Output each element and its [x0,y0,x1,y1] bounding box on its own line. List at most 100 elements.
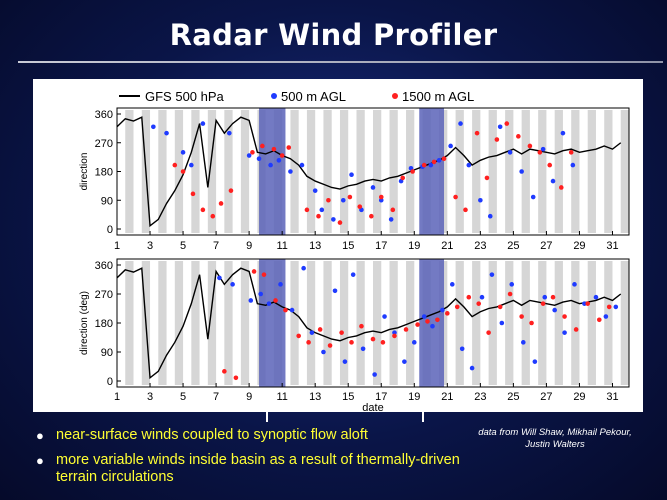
x-tick-label: 11 [276,391,287,403]
point-1500m [568,150,574,155]
night-band [207,110,217,233]
panel-label-t1: T1 [33,160,58,183]
night-band [389,110,398,233]
point-1500m [507,291,513,297]
point-500m [246,153,252,158]
point-500m [428,162,434,168]
point-500m [411,340,417,345]
night-band [604,110,613,233]
night-band [158,261,167,385]
night-band [373,110,382,233]
point-500m [266,301,272,306]
x-tick-label: 23 [474,240,486,252]
point-500m [299,162,305,168]
point-500m [349,172,354,177]
point-500m [309,330,315,335]
point-1500m [218,201,224,206]
point-1500m [529,320,534,326]
night-band [455,261,464,385]
night-band [554,110,563,233]
point-1500m [550,294,556,300]
point-1500m [519,314,524,319]
point-500m [489,272,495,277]
point-500m [448,143,453,149]
point-1500m [271,146,277,152]
point-1500m [260,143,265,149]
night-band [224,261,233,385]
point-1500m [403,327,409,332]
point-500m [593,294,599,300]
night-band [587,261,596,385]
x-tick-label: 13 [309,391,321,403]
point-1500m [337,220,343,225]
night-band [521,261,530,385]
night-band [604,261,613,385]
point-1500m [431,159,437,165]
x-tick-label: 31 [606,240,618,252]
point-1500m [421,162,427,168]
x-tick-label: 21 [441,240,453,252]
point-1500m [527,143,533,149]
point-1500m [222,369,227,374]
point-500m [519,169,524,174]
x-tick-label: 19 [408,391,420,403]
bullet-list: ● near-surface winds coupled to synoptic… [34,427,464,494]
point-500m [436,158,442,163]
point-500m [552,307,557,313]
point-500m [469,365,475,371]
y-tick-label: 0 [107,376,113,388]
point-1500m [486,330,491,335]
x-tick-label: 19 [408,240,420,252]
point-500m [550,178,556,184]
night-band [620,110,629,233]
point-500m [449,282,455,287]
point-1500m [200,207,206,213]
point-1500m [304,207,310,213]
point-1500m [537,150,543,155]
point-1500m [327,343,333,348]
night-band [174,261,184,385]
point-1500m [392,333,397,339]
night-band [356,110,365,233]
night-band [472,110,481,233]
gfs-line [116,116,622,228]
night-band [306,261,316,385]
x-tick-label: 11 [276,240,287,252]
point-500m [227,130,232,136]
data-credit: data from Will Shaw, Mikhail Pekour, Jus… [478,427,632,450]
point-1500m [390,207,396,213]
point-500m [268,162,273,168]
point-1500m [463,207,468,213]
night-band [191,261,200,385]
highlight-span [419,108,445,235]
y-tick-label: 180 [95,318,113,330]
x-tick-label: 25 [507,240,519,252]
point-1500m [474,130,480,136]
x-tick-label: 9 [246,391,252,403]
x-tick-label: 17 [375,391,387,403]
point-500m [340,197,346,203]
x-tick-label: 5 [180,391,186,403]
x-tick-label: 3 [147,391,153,403]
x-axis-label: date [362,402,383,412]
point-500m [497,124,503,130]
night-band [488,110,497,233]
point-1500m [210,213,216,219]
point-500m [230,282,235,287]
night-band [488,261,497,385]
point-500m [499,320,505,326]
point-500m [319,207,325,213]
night-band [323,261,332,385]
night-band [290,110,299,233]
x-tick-label: 21 [441,391,453,403]
point-1500m [497,304,503,310]
point-500m [542,294,548,300]
night-band [455,110,464,233]
y-tick-label: 90 [101,347,113,359]
highlight-span [259,259,286,387]
legend-label: 1500 m AGL [402,89,474,104]
point-1500m [357,204,363,209]
night-band [125,261,134,385]
point-500m [288,169,293,174]
